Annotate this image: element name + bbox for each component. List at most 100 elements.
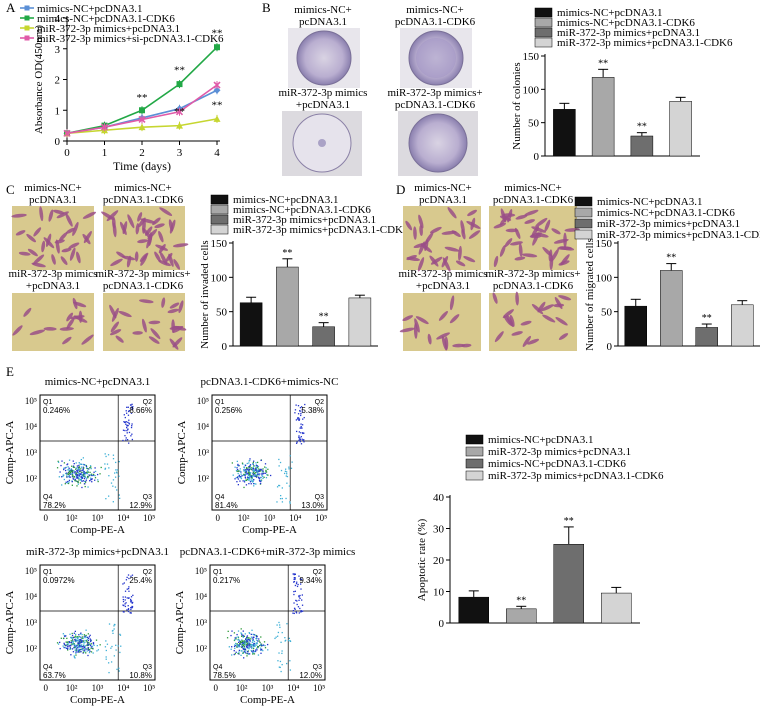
flow-event [294, 590, 297, 592]
flow-event [234, 639, 236, 641]
cell [72, 297, 78, 310]
flow-event [299, 409, 301, 412]
flow-event [78, 472, 80, 474]
flow-event [278, 624, 281, 626]
flow-event [81, 476, 83, 479]
cell [502, 213, 516, 217]
flow-event [301, 610, 303, 613]
cell [172, 337, 183, 348]
flow-event [106, 463, 109, 465]
quadrant-name: Q2 [143, 399, 152, 406]
flow-event [243, 473, 245, 476]
bar-1 [553, 109, 576, 157]
flow-event [300, 611, 302, 613]
flow-event [247, 477, 250, 480]
flow-x-tick-label: 10⁴ [117, 683, 129, 693]
flow-event [87, 644, 90, 646]
flow-event [87, 637, 90, 640]
cell [447, 207, 457, 219]
flow-event [246, 640, 249, 642]
flow-event [250, 483, 252, 485]
cell [72, 221, 79, 237]
migration-label-2a: mimics-NC+ [504, 182, 562, 194]
flow-event [124, 435, 126, 437]
cell [417, 257, 425, 272]
flow-event [241, 633, 243, 636]
flow-event [278, 652, 280, 654]
cell [41, 240, 46, 253]
flow-event [87, 471, 89, 473]
flow-event [78, 467, 80, 469]
flow-event [255, 634, 258, 637]
cell [161, 297, 166, 308]
flow-event [255, 635, 258, 638]
flow-event [104, 463, 106, 465]
flow-event [89, 634, 91, 636]
flow-event [80, 472, 83, 474]
flow-event [300, 588, 302, 590]
flow-event [77, 650, 80, 653]
flow-event [286, 623, 288, 625]
flow-event [115, 644, 117, 646]
flow-event [124, 605, 127, 608]
flow-event [244, 476, 246, 478]
flow-event [71, 474, 74, 476]
cell [171, 319, 175, 333]
flow-event [108, 475, 110, 477]
flow-event [274, 637, 276, 640]
flow-event [251, 629, 253, 631]
flow-event [250, 649, 252, 652]
flow-event [78, 641, 80, 643]
flow-event [258, 479, 261, 481]
flow-event [77, 645, 79, 648]
flow-event [83, 634, 86, 636]
panel-letter-e: E [6, 364, 14, 379]
flow-event [56, 467, 59, 469]
flow-event [69, 473, 72, 475]
flow-event [260, 479, 262, 482]
flow-event [252, 633, 254, 636]
flow-x-axis-label: Comp-PE-A [70, 694, 125, 706]
flow-event [119, 497, 121, 500]
flow-event [126, 597, 128, 599]
flow-event [253, 653, 256, 655]
invasion-photos: mimics-NC+ pcDNA3.1 mimics-NC+ pcDNA3.1-… [9, 182, 191, 351]
flow-event [85, 479, 88, 481]
flow-event [254, 645, 256, 647]
cell [81, 334, 94, 345]
flow-event [131, 408, 133, 410]
flow-event [75, 474, 78, 476]
bar-2 [660, 270, 683, 347]
flow-event [115, 471, 118, 473]
y-tick-label: 20 [433, 555, 445, 567]
flow-event [300, 578, 303, 581]
flow-event [292, 573, 294, 575]
quadrant-name: Q2 [315, 399, 324, 406]
legend-label: miR-372-3p mimics+pcDNA3.1 [37, 23, 180, 35]
flow-event [255, 468, 257, 470]
flow-y-tick-label: 10⁵ [25, 566, 37, 576]
cell [510, 241, 523, 246]
flow-event [94, 470, 97, 473]
flow-event [75, 462, 77, 464]
flow-event [243, 635, 246, 637]
invasion-label-4b: pcDNA3.1-CDK6 [103, 280, 184, 292]
flow-event [236, 470, 238, 473]
migration-label-3b: +pcDNA3.1 [416, 280, 470, 292]
flow-event [105, 658, 107, 660]
flow-event [130, 435, 132, 437]
flow-event [252, 651, 254, 654]
flow-event [236, 468, 239, 471]
flow-event [81, 480, 83, 482]
flow-x-tick-label: 10² [238, 513, 250, 523]
flow-event [131, 606, 134, 608]
flow-event [253, 472, 256, 475]
flow-event [75, 648, 78, 650]
flow-event [77, 474, 79, 477]
flow-event [243, 467, 246, 469]
flow-event [239, 640, 241, 643]
flow-event [78, 474, 81, 476]
flow-event [122, 611, 124, 613]
flow-event [241, 640, 244, 643]
y-tick-label: 100 [596, 272, 613, 284]
